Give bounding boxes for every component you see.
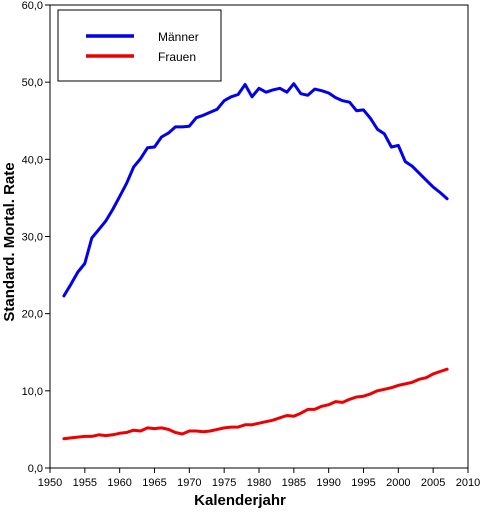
- legend-label-maenner: Männer: [158, 30, 199, 44]
- series-lines: [62, 82, 449, 441]
- y-tick-label: 50,0: [22, 77, 43, 89]
- x-tick-label: 1975: [212, 477, 236, 489]
- legend: Männer Frauen: [57, 9, 222, 82]
- x-tick-label: 2005: [421, 477, 445, 489]
- y-axis-title: Standard. Mortal. Rate: [1, 162, 18, 321]
- x-axis-title: Kalenderjahr: [194, 492, 286, 509]
- legend-label-frauen: Frauen: [158, 50, 196, 64]
- x-tick-label: 1960: [107, 477, 131, 489]
- x-tick-label: 1970: [177, 477, 201, 489]
- y-tick-label: 40,0: [22, 154, 43, 166]
- x-tick-label: 1995: [351, 477, 375, 489]
- x-tick-label: 1950: [38, 477, 62, 489]
- legend-box: [57, 9, 222, 82]
- y-tick-label: 10,0: [22, 386, 43, 398]
- y-tick-label: 0,0: [28, 463, 43, 475]
- x-tick-label: 1980: [247, 477, 271, 489]
- y-tick-label: 30,0: [22, 232, 43, 244]
- frauen-line: [62, 367, 449, 441]
- x-tick-label: 1990: [316, 477, 340, 489]
- y-tick-label: 60,0: [22, 0, 43, 12]
- x-tick-label: 2010: [456, 477, 480, 489]
- axis-ticks: 1950 1955 1960 1965 1970 1975 1980 1985 1990 1995…: [22, 0, 480, 489]
- x-tick-label: 1985: [282, 477, 306, 489]
- x-tick-label: 1965: [142, 477, 166, 489]
- x-tick-label: 1955: [73, 477, 97, 489]
- maenner-line: [62, 82, 449, 298]
- y-tick-label: 20,0: [22, 309, 43, 321]
- x-tick-label: 2000: [386, 477, 410, 489]
